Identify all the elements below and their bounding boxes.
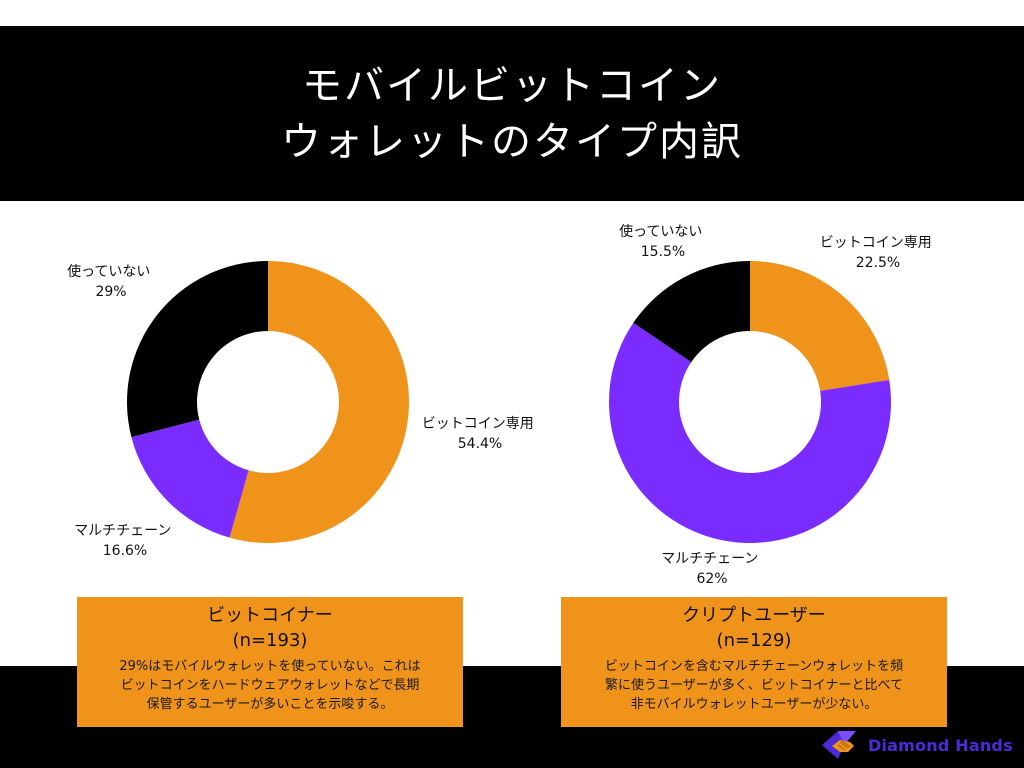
label-bitcoin-only-name: ビットコイン専用 <box>422 416 534 432</box>
label-multichain: マルチチェーン 16.6% <box>74 523 176 559</box>
slice-multichain <box>608 322 891 544</box>
brand-logo: Diamond Hands <box>818 728 1013 762</box>
label-bitcoin-only-name: ビットコイン専用 <box>820 235 932 251</box>
summary-card-bitcoiner: ビットコイナー (n=193) 29%はモバイルウォレットを使っていない。これは… <box>77 597 463 727</box>
label-multichain-value: 62% <box>696 571 727 587</box>
card-description-line: 保管するユーザーが多いことを示唆する。 <box>146 697 394 712</box>
card-heading: クリプトユーザー <box>682 605 826 626</box>
card-description: 29%はモバイルウォレットを使っていない。これは ビットコインをハードウェアウォ… <box>89 657 451 714</box>
label-not-used-value: 15.5% <box>641 244 685 260</box>
slice-bitcoin-only <box>229 261 410 543</box>
card-sample-size: (n=129) <box>716 630 792 651</box>
donut-charts: ビットコイン専用 54.4% マルチチェーン 16.6% 使っていない 29% … <box>67 223 936 587</box>
card-description: ビットコインを含むマルチチェーンウォレットを頻 繁に使うユーザーが多く、ビットコ… <box>573 657 935 714</box>
label-multichain: マルチチェーン 62% <box>661 551 763 587</box>
diamond-hands-handshake-icon <box>822 731 856 759</box>
slice-multichain <box>131 419 249 538</box>
page-title-line-2: ウォレットのタイプ内訳 <box>281 119 743 165</box>
label-bitcoin-only-value: 54.4% <box>458 436 502 452</box>
card-description-line: ビットコインを含むマルチチェーンウォレットを頻 <box>604 659 904 674</box>
summary-card-crypto-user: クリプトユーザー (n=129) ビットコインを含むマルチチェーンウォレットを頻… <box>561 597 947 727</box>
slice-not-used <box>127 261 268 438</box>
label-not-used-value: 29% <box>95 284 126 300</box>
card-heading: ビットコイナー <box>207 605 333 626</box>
label-not-used: 使っていない 15.5% <box>619 223 707 260</box>
label-not-used-name: 使っていない <box>619 223 702 240</box>
header-band <box>0 26 1024 201</box>
label-bitcoin-only: ビットコイン専用 54.4% <box>422 416 538 452</box>
label-bitcoin-only-value: 22.5% <box>856 255 900 271</box>
page-title: モバイルビットコイン ウォレットのタイプ内訳 <box>0 58 1024 170</box>
card-description-line: ビットコインをハードウェアウォレットなどで長期 <box>120 678 420 693</box>
label-multichain-name: マルチチェーン <box>661 551 758 567</box>
label-not-used-name: 使っていない <box>67 263 150 280</box>
label-multichain-value: 16.6% <box>103 543 147 559</box>
donut-chart-bitcoiner: ビットコイン専用 54.4% マルチチェーン 16.6% 使っていない 29% <box>67 261 538 559</box>
label-not-used: 使っていない 29% <box>67 263 155 300</box>
slice-not-used <box>633 261 750 363</box>
label-multichain-name: マルチチェーン <box>74 523 171 539</box>
slice-bitcoin-only <box>750 261 890 391</box>
page-title-line-1: モバイルビットコイン <box>302 63 722 109</box>
brand-name: Diamond Hands <box>868 735 1013 755</box>
card-description-line: 繁に使うユーザーが多く、ビットコイナーと比べて <box>605 678 903 693</box>
card-description-line: 非モバイルウォレットユーザーが少ない。 <box>630 697 878 712</box>
donut-chart-crypto-user: ビットコイン専用 22.5% マルチチェーン 62% 使っていない 15.5% <box>608 223 936 587</box>
card-description-line: 29%はモバイルウォレットを使っていない。これは <box>119 659 421 674</box>
card-sample-size: (n=193) <box>232 630 308 651</box>
label-bitcoin-only: ビットコイン専用 22.5% <box>820 235 936 271</box>
